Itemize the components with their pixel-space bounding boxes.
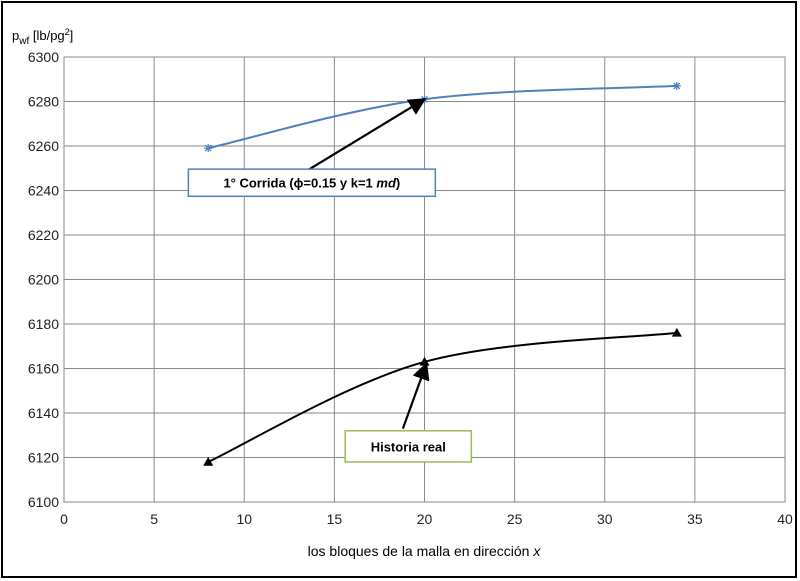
annotations-group: 1° Corrida (ϕ=0.15 y k=1 md) Historia rea… (187, 98, 473, 463)
x-tick-label: 5 (150, 511, 158, 527)
x-tick-label: 35 (687, 511, 703, 527)
y-label-close: ] (70, 28, 74, 43)
annotation-text-main: Historia real (371, 439, 446, 454)
x-tick-label: 40 (777, 511, 793, 527)
y-tick-label: 6240 (28, 183, 59, 199)
star-point (672, 81, 681, 90)
y-tick-label: 6300 (28, 49, 59, 65)
annotation-text: Historia real (371, 439, 446, 454)
x-tick-label: 30 (597, 511, 613, 527)
y-tick-label: 6200 (28, 272, 59, 288)
annotation-box (187, 168, 437, 198)
x-tick-label: 15 (327, 511, 343, 527)
x-tick-label: 25 (507, 511, 523, 527)
y-tick-label: 6140 (28, 405, 59, 421)
y-tick-label: 6120 (28, 450, 59, 466)
y-label-sup: 2 (65, 27, 70, 37)
x-axis-label: los bloques de la malla en dirección x (308, 543, 542, 559)
tick-labels: 6100 6120 6140 6160 6180 6200 6220 6240 6260 6280… (28, 49, 793, 527)
annotation-text-main: 1° Corrida (ϕ=0.15 y k=1 (223, 176, 376, 191)
star-point (204, 144, 213, 153)
annotation-text-close: ) (396, 176, 400, 191)
y-tick-label: 6100 (28, 494, 59, 510)
y-axis-label: pwf [lb/pg2] (12, 27, 73, 47)
series-line-1 (207, 84, 677, 150)
plot-area (63, 56, 786, 503)
x-tick-label: 20 (417, 511, 433, 527)
x-label-var: x (532, 543, 541, 559)
series-group (203, 81, 682, 466)
y-label-unit: [lb/pg (29, 28, 64, 43)
annotation-text: 1° Corrida (ϕ=0.15 y k=1 md) (223, 176, 400, 191)
y-tick-label: 6160 (28, 361, 59, 377)
x-label-text: los bloques de la malla en dirección (308, 543, 534, 559)
y-tick-label: 6280 (28, 94, 59, 110)
annotation-arrow (401, 361, 430, 429)
y-label-base: p (12, 28, 19, 43)
x-tick-label: 10 (236, 511, 252, 527)
annotation-arrow (306, 98, 427, 172)
y-tick-label: 6180 (28, 316, 59, 332)
y-label-sub: wf (18, 36, 29, 47)
y-tick-label: 6220 (28, 227, 59, 243)
annotation-text-italic: md (376, 176, 397, 191)
annotation-box (344, 430, 473, 463)
y-tick-label: 6260 (28, 138, 59, 154)
x-tick-label: 0 (60, 511, 68, 527)
triangle-point (203, 456, 214, 466)
triangle-point (671, 327, 682, 337)
